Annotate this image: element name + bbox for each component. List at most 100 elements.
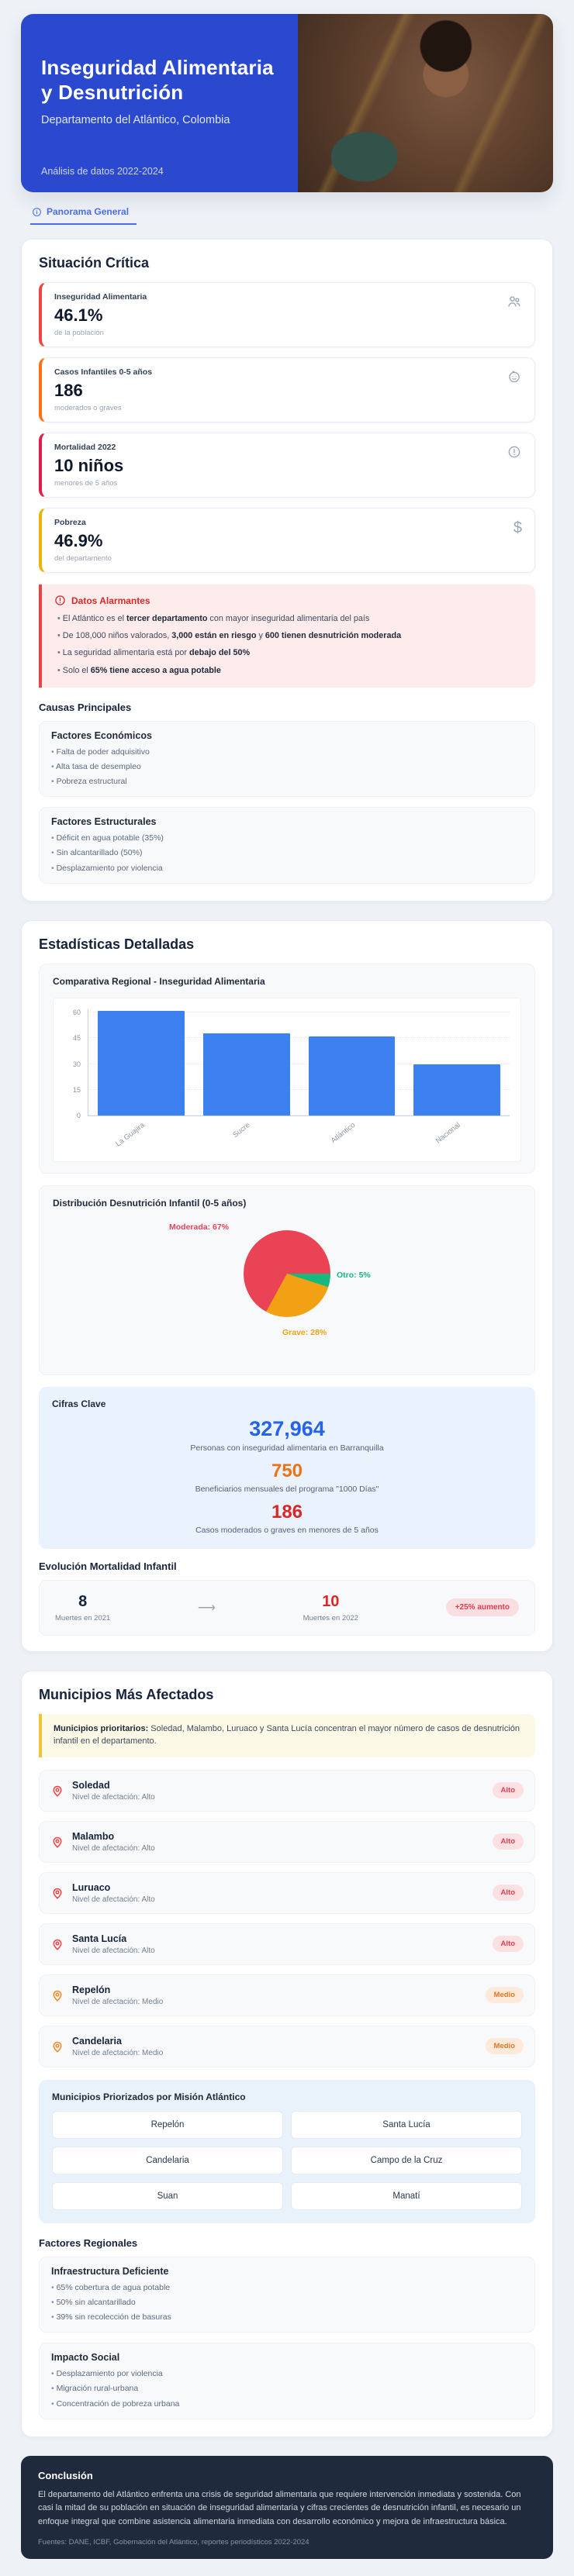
cifra-label: Beneficiarios mensuales del programa "10…: [195, 1484, 379, 1494]
baby-face-icon: [507, 369, 522, 385]
gridline: [88, 1037, 510, 1039]
stat-label: Mortalidad 2022: [54, 443, 116, 452]
alert-item: Solo el 65% tiene acceso a agua potable: [54, 664, 523, 677]
level-badge: Alto: [492, 1885, 524, 1902]
municipio-name: Luruaco: [72, 1881, 111, 1893]
cifra-value: 186: [271, 1501, 303, 1522]
x-tick-label: Nacional: [434, 1120, 462, 1146]
municipio-row-candelaria: Candelaria Nivel de afectación: Medio Medi…: [39, 2025, 535, 2067]
municipio-row-santa-lucía: Santa Lucía Nivel de afectación: Alto Alto: [39, 1923, 535, 1965]
municipio-text: Malambo Nivel de afectación: Alto: [72, 1831, 485, 1853]
factor-item: Migración rural-urbana: [51, 2383, 523, 2394]
map-pin-icon: [50, 1937, 64, 1951]
level-badge: Medio: [485, 2038, 524, 2055]
cifra-label: Personas con inseguridad alimentaria en …: [190, 1443, 384, 1453]
gridline: [88, 1088, 510, 1090]
pie-chart-title: Distribución Desnutrición Infantil (0-5 …: [53, 1197, 247, 1209]
header-text-panel: Inseguridad Alimentaria y Desnutrición D…: [21, 14, 298, 192]
municipio-name: Santa Lucía: [72, 1933, 127, 1944]
pie-label-moderada: Moderada: 67%: [169, 1222, 230, 1232]
stat-sub: menores de 5 años: [54, 479, 118, 488]
factor-item: Desplazamiento por violencia: [51, 863, 523, 874]
tab-label: Panorama General: [47, 206, 130, 217]
priorizado-cell: Manatí: [291, 2181, 522, 2210]
pie-label-grave: Grave: 28%: [282, 1327, 327, 1337]
info-icon: [32, 207, 42, 217]
factores-regionales-title: Factores Regionales: [39, 2236, 138, 2249]
level-badge: Alto: [492, 1936, 524, 1953]
factor-item: Sin alcantarillado (50%): [51, 847, 523, 858]
tab-panorama-general[interactable]: Panorama General: [30, 203, 137, 225]
y-tick-label: 30: [72, 1060, 81, 1068]
bars: La Guajira Sucre Atlántico Nacional: [88, 1009, 510, 1148]
municipio-row-soledad: Soledad Nivel de afectación: Alto Alto: [39, 1769, 535, 1812]
header-banner: Inseguridad Alimentaria y Desnutrición D…: [21, 14, 553, 192]
alert-item: De 108,000 niños valorados, 3,000 están …: [54, 629, 523, 642]
cifra-item: 186 Casos moderados o graves en menores …: [52, 1502, 522, 1535]
factor-item: 50% sin alcantarillado: [51, 2297, 523, 2308]
pie-chart: [244, 1229, 330, 1317]
tab-bar: Panorama General: [21, 203, 553, 225]
stat-value: 46.9%: [54, 531, 103, 550]
alert-circle-icon: [507, 444, 522, 460]
factor-item: Desplazamiento por violencia: [51, 2368, 523, 2379]
priorizado-cell: Suan: [52, 2181, 283, 2210]
municipio-list: Soledad Nivel de afectación: Alto Alto Mala…: [39, 1769, 535, 2067]
bar-rect: [202, 1033, 290, 1116]
priorizado-cell: Repelón: [52, 2110, 283, 2139]
municipio-name: Soledad: [72, 1779, 110, 1791]
stat-label: Pobreza: [54, 518, 86, 527]
level-badge: Alto: [492, 1833, 524, 1850]
bar-rect: [413, 1064, 500, 1116]
factor-item: 39% sin recolección de basuras: [51, 2312, 523, 2323]
cifras-title: Cifras Clave: [52, 1398, 106, 1409]
municipios-title: Municipios Más Afectados: [39, 1686, 214, 1702]
bar-rect: [308, 1036, 396, 1116]
municipio-level-text: Nivel de afectación: Alto: [72, 1895, 155, 1904]
box-title: Impacto Social: [51, 2352, 120, 2364]
gridline: [88, 1114, 510, 1116]
factor-item: Pobreza estructural: [51, 776, 523, 787]
municipio-level-text: Nivel de afectación: Alto: [72, 1843, 155, 1853]
y-tick-label: 0: [76, 1111, 81, 1119]
box-title: Infraestructura Deficiente: [51, 2265, 169, 2277]
level-badge: Alto: [492, 1782, 524, 1799]
municipio-level-text: Nivel de afectación: Medio: [72, 2048, 164, 2057]
factor-item: Alta tasa de desempleo: [51, 761, 523, 772]
note-text: Soledad, Malambo, Luruaco y Santa Lucía …: [54, 1723, 520, 1746]
map-pin-icon: [50, 1784, 64, 1798]
municipio-text: Candelaria Nivel de afectación: Medio: [72, 2036, 478, 2057]
datos-alarmantes-box: Datos Alarmantes El Atlántico es el terc…: [39, 585, 535, 688]
municipio-row-luruaco: Luruaco Nivel de afectación: Alto Alto: [39, 1871, 535, 1914]
factores-estructurales-box: Factores Estructurales Déficit en agua p…: [39, 807, 535, 884]
municipio-name: Repelón: [72, 1984, 111, 1995]
priorizados-title: Municipios Priorizados por Misión Atlánt…: [52, 2091, 246, 2102]
priorizado-cell: Candelaria: [52, 2146, 283, 2174]
infraestructura-box: Infraestructura Deficiente 65% cobertura…: [39, 2256, 535, 2333]
stat-card-mortalidad: Mortalidad 2022 10 niños menores de 5 añ…: [39, 433, 535, 498]
alert-item: El Atlántico es el tercer departamento c…: [54, 612, 523, 625]
map-pin-icon: [50, 1886, 64, 1900]
impacto-social-box: Impacto Social Desplazamiento por violen…: [39, 2343, 535, 2419]
situacion-title: Situación Crítica: [39, 255, 150, 271]
conclusion-text: El departamento del Atlántico enfrenta u…: [38, 2489, 521, 2526]
stat-card-pobreza: Pobreza 46.9% del departamento $: [39, 508, 535, 573]
stat-value: 10 niños: [54, 456, 124, 475]
cifra-item: 750 Beneficiarios mensuales del programa…: [52, 1460, 522, 1494]
page-title: Inseguridad Alimentaria y Desnutrición: [41, 56, 274, 104]
cifra-item: 327,964 Personas con inseguridad aliment…: [52, 1417, 522, 1453]
evolucion-to-value: 10: [322, 1592, 340, 1610]
stat-sub: de la población: [54, 329, 104, 337]
priorizados-box: Municipios Priorizados por Misión Atlánt…: [39, 2079, 535, 2223]
evolucion-from-label: Muertes en 2021: [55, 1613, 111, 1623]
alert-item: La seguridad alimentaria está por debajo…: [54, 647, 523, 659]
pie-chart-card: Distribución Desnutrición Infantil (0-5 …: [39, 1185, 535, 1375]
cifra-label: Casos moderados o graves en menores de 5…: [195, 1525, 379, 1535]
stat-label: Casos Infantiles 0-5 años: [54, 367, 153, 377]
municipio-level-text: Nivel de afectación: Alto: [72, 1792, 155, 1802]
bar-rect: [98, 1011, 185, 1116]
evolucion-to-label: Muertes en 2022: [303, 1613, 358, 1623]
factores-economicos-box: Factores Económicos Falta de poder adqui…: [39, 720, 535, 798]
pie-label-otro: Otro: 5%: [337, 1270, 371, 1280]
stat-sub: moderados o graves: [54, 404, 122, 412]
